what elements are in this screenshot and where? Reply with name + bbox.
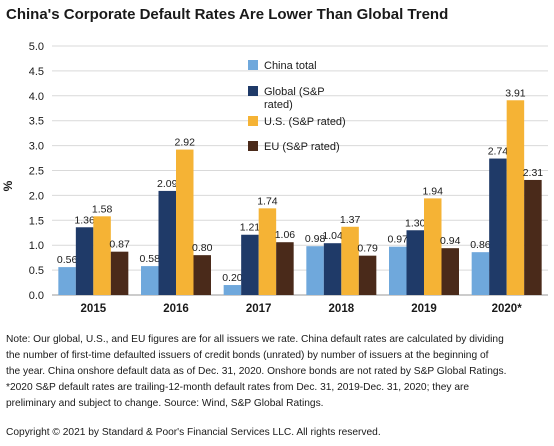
data-label: 0.98: [305, 233, 326, 245]
x-tick-label: 2017: [246, 303, 272, 315]
data-label: 0.97: [388, 234, 409, 246]
data-label: 1.36: [74, 214, 95, 226]
bar: [241, 234, 259, 295]
data-label: 0.80: [192, 242, 213, 254]
bar: [524, 179, 542, 295]
data-label: 0.20: [222, 272, 243, 284]
y-tick-label: 4.5: [29, 66, 44, 78]
bar: [158, 190, 176, 295]
bar-chart: 0.0 0.5 1.0 1.5 2.0 2.5 3.0 3.5 4.0 4.5 5.0 % 0.56…: [1, 41, 548, 315]
bar: [506, 100, 525, 295]
legend-label: Global (S&P rated): [264, 86, 325, 111]
footnote-line: *2020 S&P default rates are trailing-12-…: [6, 382, 470, 393]
data-label: 2.31: [523, 167, 544, 179]
data-label: 0.79: [357, 243, 378, 255]
y-tick-label: 4.0: [29, 91, 44, 103]
bar: [141, 266, 159, 295]
y-tick-label: 5.0: [29, 41, 44, 53]
legend-swatch: [248, 60, 258, 70]
bar: [58, 267, 76, 295]
y-tick-label: 0.5: [29, 265, 44, 277]
y-tick-label: 3.5: [29, 116, 44, 128]
y-tick-label: 2.0: [29, 190, 44, 202]
x-tick-label: 2015: [81, 303, 107, 315]
y-axis-label: %: [1, 180, 15, 191]
data-label: 2.92: [175, 137, 196, 149]
legend-swatch: [248, 141, 258, 151]
bar: [258, 208, 277, 295]
data-label: 0.94: [440, 235, 461, 247]
data-label: 0.87: [109, 239, 130, 251]
bar: [110, 251, 129, 295]
x-tick-label: 2018: [329, 303, 355, 315]
data-label: 1.06: [275, 229, 296, 241]
bar: [223, 285, 242, 295]
y-tick-label: 1.0: [29, 240, 44, 252]
footnote-line: the year. China onshore default data as …: [6, 366, 507, 377]
legend: China total Global (S&P rated) U.S. (S&P ra…: [248, 60, 346, 153]
data-label: 1.30: [405, 217, 426, 229]
bar: [323, 243, 342, 295]
bar: [93, 216, 111, 295]
y-tick-label: 0.0: [29, 290, 44, 302]
y-tick-label: 3.0: [29, 141, 44, 153]
data-label: 2.09: [157, 178, 178, 190]
legend-label: U.S. (S&P rated): [264, 116, 346, 128]
bar: [358, 255, 377, 295]
y-tick-label: 1.5: [29, 215, 44, 227]
copyright: Copyright © 2021 by Standard & Poor's Fi…: [6, 427, 381, 438]
footnote-line: preliminary and subject to change. Sourc…: [6, 398, 324, 409]
data-label: 0.58: [140, 253, 161, 265]
data-label: 1.04: [322, 230, 343, 242]
bars: 0.56 1.361.58 0.87 0.58 2.09 2.92 0.80 0.20 1.21…: [57, 87, 543, 295]
x-axis: 2015 2016 2017 2018 2019 2020*: [81, 303, 523, 315]
data-label: 1.94: [423, 185, 444, 197]
footnote-line: the number of first-time defaulted issue…: [6, 350, 489, 361]
bar: [341, 226, 359, 295]
data-label: 3.91: [505, 87, 526, 99]
data-label: 0.86: [470, 239, 491, 251]
legend-swatch: [248, 116, 258, 126]
bar: [276, 242, 294, 295]
bar: [306, 246, 324, 295]
footnote: Note: Our global, U.S., and EU figures a…: [6, 332, 548, 412]
chart-title: China's Corporate Default Rates Are Lowe…: [6, 6, 449, 23]
y-tick-label: 2.5: [29, 166, 44, 178]
data-label: 1.58: [92, 203, 113, 215]
bar: [75, 227, 94, 295]
bar: [406, 230, 424, 295]
bar: [441, 248, 459, 295]
data-label: 1.37: [340, 214, 361, 226]
bar: [471, 252, 490, 295]
bar: [489, 158, 507, 295]
x-tick-label: 2016: [163, 303, 189, 315]
bar: [176, 149, 194, 295]
y-axis: 0.0 0.5 1.0 1.5 2.0 2.5 3.0 3.5 4.0 4.5 5.0: [29, 41, 44, 302]
legend-label: EU (S&P rated): [264, 141, 340, 153]
grid-lines: [52, 45, 548, 296]
x-tick-label: 2019: [411, 303, 437, 315]
data-label: 0.56: [57, 254, 78, 266]
data-label: 2.74: [488, 146, 509, 158]
bar: [424, 198, 442, 295]
bar: [389, 246, 407, 295]
bar: [193, 255, 211, 295]
x-tick-label: 2020*: [492, 303, 523, 315]
data-label: 1.74: [257, 195, 278, 207]
footnote-line: Note: Our global, U.S., and EU figures a…: [6, 334, 504, 345]
legend-label: China total: [264, 60, 317, 72]
legend-swatch: [248, 86, 258, 96]
data-label: 1.21: [240, 222, 261, 234]
